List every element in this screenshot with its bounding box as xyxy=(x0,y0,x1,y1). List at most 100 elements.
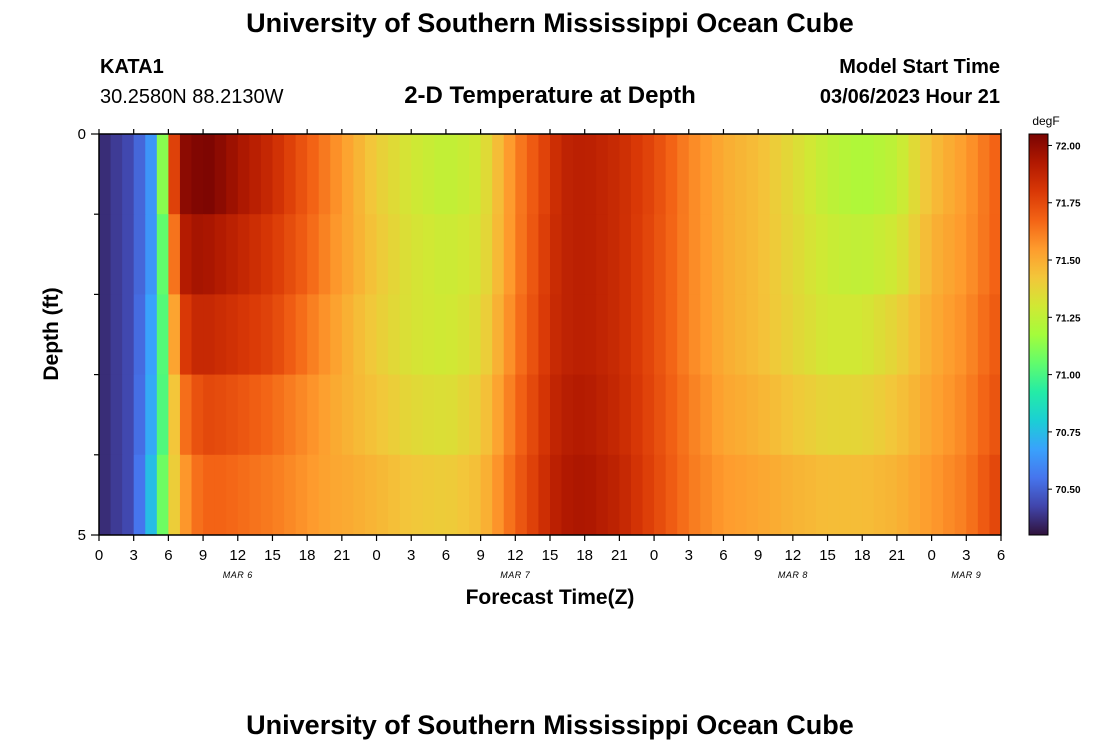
y-axis-label: Depth (ft) xyxy=(40,287,63,380)
heatmap-cell xyxy=(145,134,158,215)
heatmap-cell xyxy=(735,454,748,535)
heatmap-cell xyxy=(237,134,250,215)
x-date-label: MAR 8 xyxy=(778,570,808,580)
heatmap-cell xyxy=(642,214,655,295)
x-tick-label: 9 xyxy=(199,547,207,564)
plot-title: 2-D Temperature at Depth xyxy=(404,82,696,109)
heatmap-cell xyxy=(827,214,840,295)
heatmap-cell xyxy=(630,214,644,295)
heatmap-cell xyxy=(422,374,435,456)
heatmap-cell xyxy=(295,374,308,456)
heatmap-cell xyxy=(584,454,597,535)
heatmap-cell xyxy=(723,294,736,376)
heatmap-cell xyxy=(804,214,817,295)
heatmap-cell xyxy=(457,294,470,376)
heatmap-cell xyxy=(607,134,620,215)
heatmap-cell xyxy=(619,134,632,215)
heatmap-cell xyxy=(943,134,956,215)
x-tick-label: 21 xyxy=(611,547,628,564)
heatmap-cell xyxy=(399,134,412,215)
heatmap-cell xyxy=(434,374,447,456)
heatmap-cell xyxy=(920,454,933,535)
heatmap-cell xyxy=(711,374,725,456)
heatmap-cell xyxy=(862,134,875,215)
heatmap-cell xyxy=(364,374,378,456)
heatmap-cell xyxy=(399,294,412,376)
heatmap-cell xyxy=(677,214,690,295)
heatmap-cell xyxy=(723,374,736,456)
heatmap-cell xyxy=(318,214,331,295)
heatmap-cell xyxy=(122,374,135,456)
heatmap-cell xyxy=(341,134,355,215)
heatmap-cell xyxy=(480,294,493,376)
heatmap-cell xyxy=(330,454,343,535)
heatmap-cell xyxy=(110,134,123,215)
heatmap-cell xyxy=(573,134,586,215)
heatmap-cell xyxy=(295,454,308,535)
heatmap-cell xyxy=(931,294,944,376)
heatmap-cell xyxy=(260,294,274,376)
heatmap-cell xyxy=(503,454,516,535)
x-tick-label: 0 xyxy=(95,547,103,564)
heatmap-cell xyxy=(966,134,979,215)
heatmap-cell xyxy=(769,214,782,295)
heatmap-cell xyxy=(168,454,181,535)
heatmap-cell xyxy=(630,374,644,456)
heatmap-cell xyxy=(711,294,725,376)
colorbar-tick-label: 71.25 xyxy=(1055,313,1080,324)
heatmap-cell xyxy=(908,374,921,456)
heatmap-cell xyxy=(237,294,250,376)
heatmap-cell xyxy=(596,454,609,535)
heatmap-cell xyxy=(839,214,852,295)
heatmap-cell xyxy=(133,294,146,376)
heatmap-cell xyxy=(168,134,181,215)
heatmap-cell xyxy=(364,454,378,535)
heatmap-cell xyxy=(469,454,482,535)
x-tick-label: 6 xyxy=(164,547,172,564)
heatmap-cell xyxy=(607,294,620,376)
heatmap-cell xyxy=(203,134,216,215)
heatmap-cell xyxy=(688,374,701,456)
heatmap-cell xyxy=(515,374,528,456)
heatmap-cell xyxy=(445,134,459,215)
page-title: University of Southern Mississippi Ocean… xyxy=(246,8,854,38)
x-tick-label: 9 xyxy=(476,547,484,564)
heatmap-cell xyxy=(862,454,875,535)
x-tick-label: 6 xyxy=(442,547,450,564)
heatmap-cell xyxy=(434,294,447,376)
heatmap-cell xyxy=(711,454,725,535)
heatmap-cell xyxy=(284,134,297,215)
heatmap-cell xyxy=(943,374,956,456)
heatmap-cell xyxy=(203,214,216,295)
heatmap-cell xyxy=(642,454,655,535)
heatmap-cell xyxy=(260,374,274,456)
heatmap-cell xyxy=(862,374,875,456)
heatmap-cell xyxy=(758,294,771,376)
heatmap-cell xyxy=(885,454,898,535)
heatmap-cell xyxy=(156,454,169,535)
heatmap-cell xyxy=(850,214,863,295)
x-date-label: MAR 6 xyxy=(223,570,253,580)
heatmap-cell xyxy=(815,134,829,215)
heatmap-cell xyxy=(422,214,435,295)
heatmap-cell xyxy=(954,134,967,215)
heatmap-cell xyxy=(792,294,806,376)
heatmap-cell xyxy=(954,374,967,456)
heatmap-cell xyxy=(827,134,840,215)
heatmap-cell xyxy=(943,454,956,535)
heatmap-cell xyxy=(850,134,863,215)
heatmap-cell xyxy=(885,374,898,456)
heatmap-cell xyxy=(526,374,540,456)
heatmap-cell xyxy=(700,294,713,376)
heatmap-cell xyxy=(665,454,678,535)
heatmap-cell xyxy=(503,134,516,215)
heatmap-cell xyxy=(353,294,366,376)
heatmap-cell xyxy=(145,454,158,535)
heatmap-cell xyxy=(561,374,574,456)
x-tick-label: 9 xyxy=(754,547,762,564)
x-tick-label: 6 xyxy=(997,547,1005,564)
heatmap-cell xyxy=(677,374,690,456)
heatmap-cell xyxy=(815,454,829,535)
heatmap-cell xyxy=(99,134,112,215)
heatmap-cell xyxy=(191,134,204,215)
